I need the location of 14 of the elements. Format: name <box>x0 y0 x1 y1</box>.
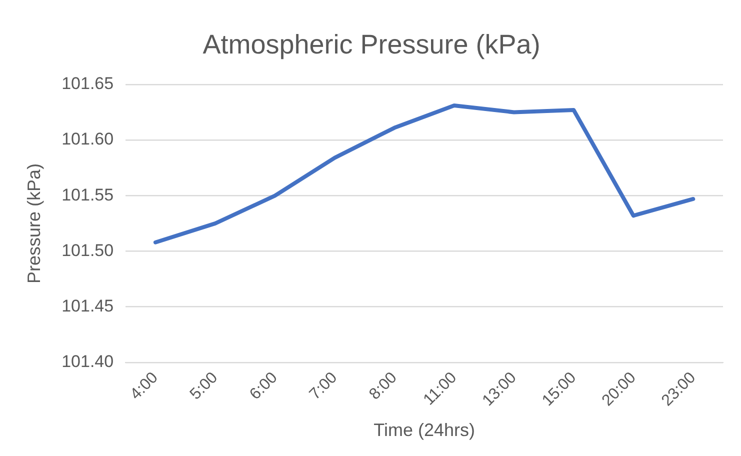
y-axis-title: Pressure (kPa) <box>24 163 44 284</box>
y-tick-label: 101.50 <box>62 240 114 260</box>
x-axis-title: Time (24hrs) <box>374 420 475 440</box>
x-tick-label: 7:00 <box>306 369 341 404</box>
x-tick-label: 5:00 <box>187 369 222 404</box>
x-tick-label: 8:00 <box>366 369 400 404</box>
chart-title: Atmospheric Pressure (kPa) <box>202 30 540 60</box>
y-tick-label: 101.45 <box>62 296 114 316</box>
y-tick-label: 101.40 <box>62 352 114 372</box>
x-tick-label: 6:00 <box>246 369 281 404</box>
x-tick-label: 4:00 <box>127 369 162 404</box>
y-tick-label: 101.55 <box>62 185 114 204</box>
y-tick-label: 101.60 <box>62 130 114 149</box>
y-tick-label: 101.65 <box>62 74 114 94</box>
